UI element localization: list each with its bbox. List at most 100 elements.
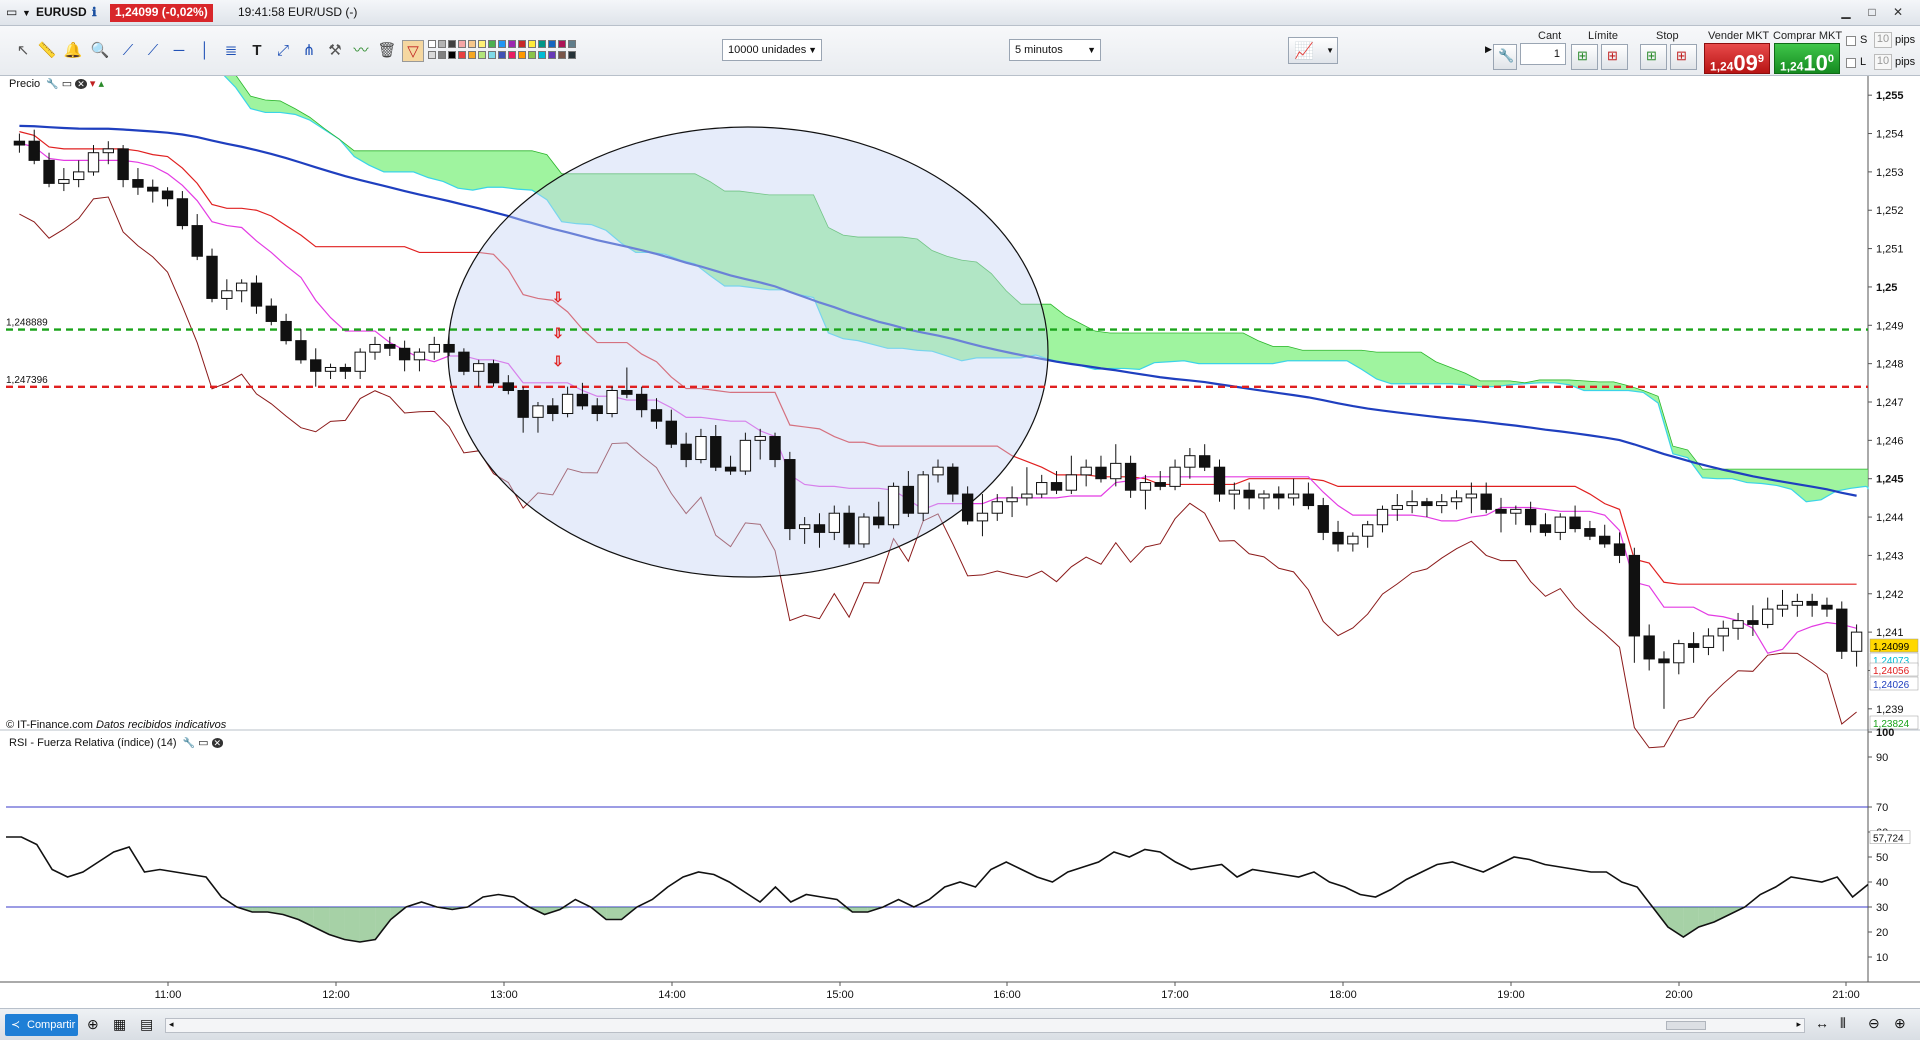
color-swatch[interactable] <box>438 40 446 48</box>
limit-buy-button[interactable]: ⊞ <box>1571 44 1598 70</box>
color-swatch[interactable] <box>478 40 486 48</box>
color-swatch[interactable] <box>508 51 516 59</box>
zoom-icon[interactable]: 🔍 <box>90 42 110 59</box>
stop-checkbox[interactable] <box>1846 36 1856 46</box>
candle-body <box>858 516 870 545</box>
quantity-dropdown[interactable]: 10000 unidades ▼ <box>722 39 822 61</box>
color-swatch[interactable] <box>528 51 536 59</box>
color-swatch[interactable] <box>568 40 576 48</box>
channel-icon[interactable]: ⤢ <box>276 42 289 59</box>
minimize-icon[interactable]: ▁ <box>1841 5 1851 19</box>
scroll-right-icon[interactable]: ▸ <box>1796 1019 1801 1029</box>
color-swatch[interactable] <box>538 51 546 59</box>
text-tool-icon[interactable]: T <box>252 42 262 59</box>
scrollbar-thumb[interactable] <box>1666 1021 1706 1030</box>
vertical-line-icon[interactable]: │ <box>200 42 210 59</box>
move-down-icon[interactable]: ▾ <box>89 78 96 90</box>
fit-icon[interactable]: ↔ <box>1815 1015 1829 1031</box>
candle-body <box>991 501 1003 514</box>
interval-dropdown[interactable]: 5 minutos ▼ <box>1009 39 1101 61</box>
color-swatch[interactable] <box>498 51 506 59</box>
share-button[interactable]: ≺ Compartir <box>5 1014 78 1036</box>
symbol-name[interactable]: EURUSD <box>36 5 87 19</box>
stop-pips-input[interactable]: 10 <box>1874 32 1892 48</box>
candle-body <box>1199 455 1211 468</box>
candle-body <box>902 485 915 514</box>
indicator-icon[interactable]: 〰 <box>353 42 369 59</box>
close-icon[interactable]: ✕ <box>75 79 87 89</box>
grid-icon[interactable]: ▦ <box>113 1016 127 1032</box>
candle-body <box>665 420 677 445</box>
color-swatch[interactable] <box>428 40 436 48</box>
horizontal-line-icon[interactable]: ─ <box>173 42 185 59</box>
info-icon[interactable]: ℹ <box>92 5 97 19</box>
window-icon[interactable]: ▭ <box>61 78 73 90</box>
bars-icon[interactable]: ⫴ <box>1840 1015 1846 1031</box>
ichimoku-span-a-line <box>235 76 1868 470</box>
ruler-icon[interactable]: 📏 <box>37 42 57 59</box>
color-swatch[interactable] <box>558 51 566 59</box>
move-up-icon[interactable]: ▴ <box>98 78 104 90</box>
color-swatch[interactable] <box>478 51 486 59</box>
sell-market-button[interactable]: 1,24099 <box>1704 43 1770 75</box>
wrench-icon[interactable]: 🔧 <box>182 738 196 749</box>
color-swatch[interactable] <box>448 51 456 59</box>
color-swatch[interactable] <box>548 51 556 59</box>
close-icon[interactable]: ✕ <box>211 738 224 748</box>
color-swatch[interactable] <box>438 51 446 59</box>
color-swatch[interactable] <box>538 40 546 48</box>
zoom-in-icon[interactable]: ⊕ <box>1894 1015 1906 1031</box>
candle-body <box>635 393 648 411</box>
calendar-icon[interactable]: ▤ <box>140 1016 154 1032</box>
scroll-left-icon[interactable]: ◂ <box>169 1019 174 1029</box>
color-swatch[interactable] <box>488 40 496 48</box>
link-icon[interactable]: ⊕ <box>87 1016 99 1032</box>
window-icon[interactable]: ▭ <box>198 737 209 749</box>
color-swatch[interactable] <box>458 40 466 48</box>
color-swatch[interactable] <box>468 51 476 59</box>
color-swatch[interactable] <box>498 40 506 48</box>
alert-bell-icon[interactable]: 🔔 <box>63 42 83 59</box>
candle-body <box>369 343 381 353</box>
color-swatch[interactable] <box>528 40 536 48</box>
color-swatch[interactable] <box>428 51 436 59</box>
pitchfork-icon[interactable]: ⋔ <box>302 42 316 59</box>
chart-style-icon[interactable]: ▽ <box>402 40 424 62</box>
ray-line-icon[interactable]: ⟋ <box>147 42 159 59</box>
color-swatch[interactable] <box>568 51 576 59</box>
tools-icon[interactable]: ⚒ <box>328 42 342 59</box>
quantity-input[interactable]: 1 <box>1520 43 1566 65</box>
color-swatch[interactable] <box>558 40 566 48</box>
maximize-icon[interactable]: □ <box>1868 5 1876 19</box>
color-swatch[interactable] <box>468 40 476 48</box>
stop-sell-button[interactable]: ⊞ <box>1670 44 1697 70</box>
limit-pips-input[interactable]: 10 <box>1874 54 1892 70</box>
zoom-out-icon[interactable]: ⊖ <box>1868 1015 1880 1031</box>
color-swatch[interactable] <box>518 40 526 48</box>
close-icon[interactable]: ✕ <box>1892 5 1904 19</box>
candle-body <box>532 405 544 418</box>
limit-checkbox[interactable] <box>1846 58 1856 68</box>
color-swatch[interactable] <box>458 51 466 59</box>
symbol-dropdown-icon[interactable]: ▼ <box>22 8 31 18</box>
cursor-icon[interactable]: ↖ <box>16 42 30 59</box>
color-swatch[interactable] <box>488 51 496 59</box>
time-scrollbar[interactable]: ◂ ▸ <box>165 1018 1805 1033</box>
trend-line-icon[interactable]: ⟋ <box>122 42 134 59</box>
price-tag: 1,24099 <box>1869 638 1919 653</box>
panel-expand-icon[interactable]: ▶ <box>1485 44 1492 54</box>
color-swatch[interactable] <box>448 40 456 48</box>
buy-market-button[interactable]: 1,24100 <box>1774 43 1840 75</box>
stop-buy-button[interactable]: ⊞ <box>1640 44 1667 70</box>
wrench-icon[interactable]: 🔧 <box>46 79 59 90</box>
limit-sell-button[interactable]: ⊞ <box>1601 44 1628 70</box>
order-settings-button[interactable]: 🔧 <box>1493 44 1517 70</box>
fibonacci-icon[interactable]: ≣ <box>224 42 238 59</box>
window-icon[interactable]: ▭ <box>6 5 18 19</box>
color-swatch[interactable] <box>518 51 526 59</box>
color-swatch[interactable] <box>508 40 516 48</box>
chart-area[interactable]: 1,2488891,247396⇩⇩⇩1,2551,2541,2531,2521… <box>0 76 1920 1008</box>
color-swatch[interactable] <box>548 40 556 48</box>
chart-type-button[interactable]: 📈 ▼ <box>1288 37 1338 64</box>
trash-icon[interactable]: 🗑 <box>377 42 397 59</box>
